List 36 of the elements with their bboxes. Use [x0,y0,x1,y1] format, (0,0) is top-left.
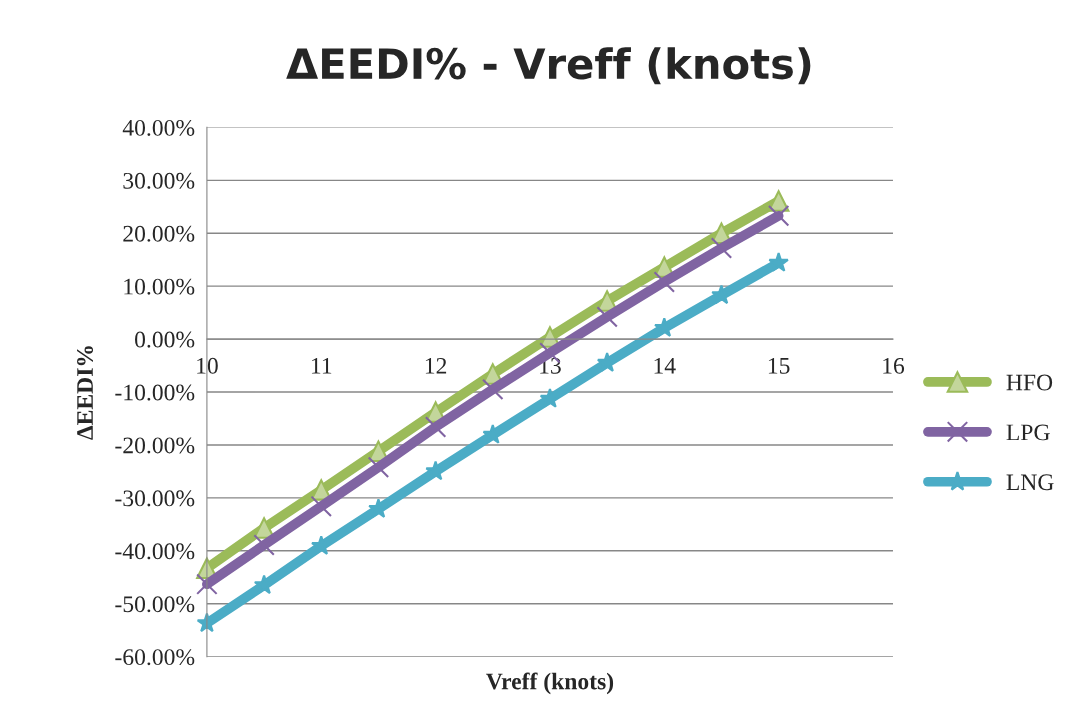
point [196,573,218,595]
y-tick-label: -20.00% [115,437,195,454]
y-tick-label: 0.00% [135,331,195,348]
y-tick-label: -30.00% [115,490,195,507]
x-tick-label: 15 [768,357,790,374]
point [367,456,390,478]
y-tick-label: 10.00% [124,278,195,295]
point [767,205,790,227]
x-tick-label: 12 [425,357,447,374]
chart-title: ΔEEDI% - Vreff (knots) [286,47,811,85]
y-axis-title: ΔEEDI% [77,346,94,440]
point [596,306,618,328]
legend-label: LNG [1006,474,1054,491]
x-tick-label: 16 [883,357,905,374]
point [482,378,504,401]
y-tick-label: 20.00% [123,225,195,242]
y-tick-label: -50.00% [115,596,195,613]
point [711,284,732,305]
point [710,237,733,259]
x-tick-label: 10 [197,357,218,374]
legend-label: HFO [1006,374,1053,391]
y-tick-label: -40.00% [115,543,195,560]
y-tick-label: -10.00% [115,384,195,401]
y-tick-label: -60.00% [115,649,195,666]
x-axis-title: Vreff (knots) [486,672,614,695]
point [310,495,333,518]
y-tick-label: 40.00% [122,119,195,136]
point [424,416,447,438]
point [653,271,676,293]
point [425,460,446,481]
y-tick-label: 30.00% [123,172,195,189]
point [253,534,275,556]
x-tick-label: 14 [654,357,676,374]
x-tick-label: 11 [311,357,332,374]
point [768,252,789,272]
legend-label: LPG [1006,424,1050,441]
